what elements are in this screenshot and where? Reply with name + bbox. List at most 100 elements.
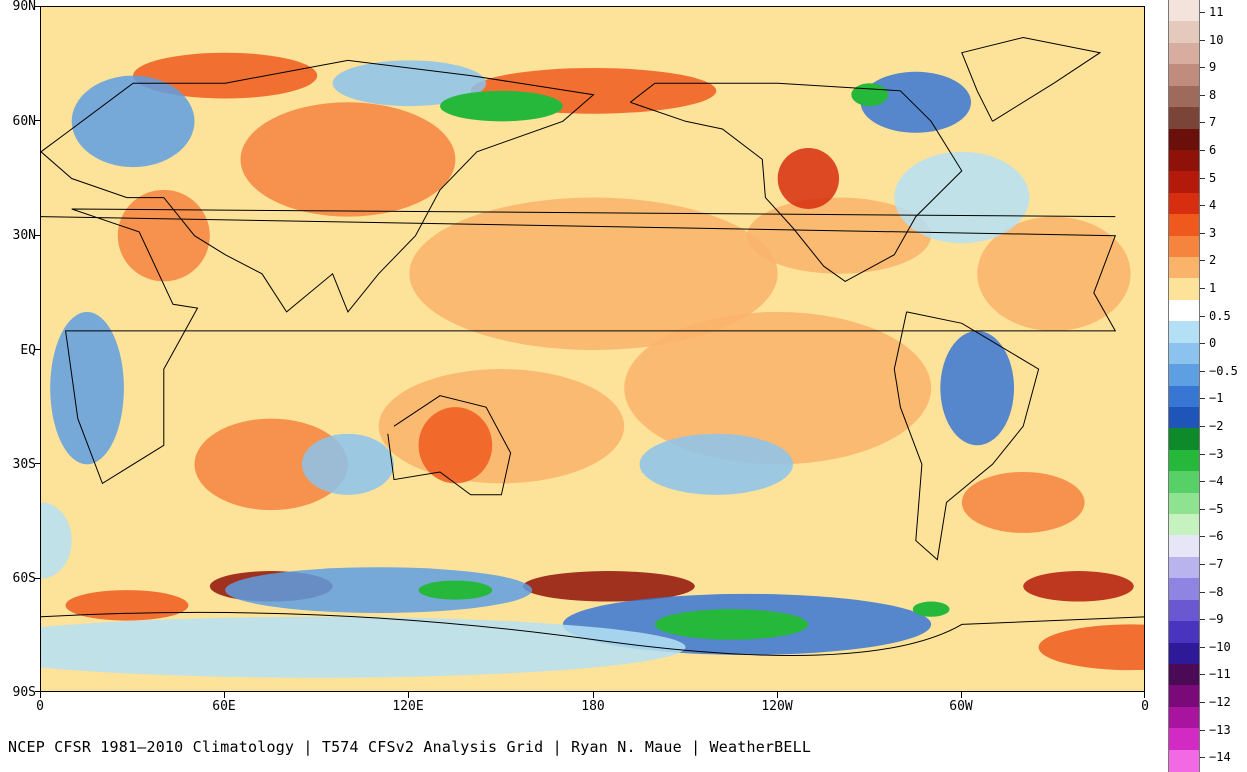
strong-cool-core <box>851 83 889 107</box>
colorbar-tick <box>1200 453 1205 455</box>
antarctic-coastline <box>41 611 1144 656</box>
lat-tick <box>35 6 40 7</box>
colorbar-tick <box>1200 619 1205 621</box>
coastline <box>387 395 512 496</box>
warm-anomaly <box>1023 571 1134 602</box>
colorbar-swatch <box>1168 535 1200 558</box>
lon-tick <box>593 692 594 698</box>
colorbar-tick <box>1200 508 1205 510</box>
colorbar-swatch <box>1168 85 1200 108</box>
colorbar-label: −13 <box>1209 722 1231 737</box>
lat-tick <box>35 349 40 350</box>
colorbar-label: 8 <box>1209 87 1217 102</box>
lon-label-0: 0 <box>36 699 44 714</box>
colorbar-tick <box>1200 757 1205 759</box>
cool-anomaly <box>332 60 487 107</box>
cool-anomaly <box>301 433 394 495</box>
colorbar-label: 11 <box>1209 5 1224 19</box>
colorbar-tick <box>1200 536 1205 538</box>
warm-anomaly <box>378 369 625 484</box>
colorbar-swatch <box>1168 235 1200 258</box>
strong-cool-core <box>418 580 493 600</box>
colorbar-tick <box>1200 39 1205 41</box>
colorbar-tick <box>1200 370 1205 372</box>
colorbar-tick <box>1200 481 1205 483</box>
colorbar-tick <box>1200 591 1205 593</box>
colorbar-tick <box>1200 343 1205 345</box>
colorbar-tick <box>1200 205 1205 207</box>
warm-anomaly <box>418 407 493 484</box>
cool-anomaly <box>225 567 533 613</box>
warm-anomaly <box>117 189 210 282</box>
warm-anomaly <box>977 216 1131 331</box>
colorbar-swatch <box>1168 642 1200 665</box>
strong-cool-core <box>440 90 563 122</box>
lon-tick <box>961 692 962 698</box>
colorbar-label: 5 <box>1209 170 1217 185</box>
coastline <box>41 208 1117 485</box>
coastline <box>961 36 1102 122</box>
lat-label-30s: 30S <box>12 457 36 472</box>
anomaly-map <box>40 6 1145 692</box>
colorbar-swatch <box>1168 342 1200 365</box>
lat-tick <box>35 235 40 236</box>
lat-tick <box>35 578 40 579</box>
colorbar-tick <box>1200 232 1205 234</box>
colorbar-tick <box>1200 398 1205 400</box>
colorbar-swatch <box>1168 42 1200 65</box>
map-field <box>41 7 1144 691</box>
credit-line: NCEP CFSR 1981–2010 Climatology | T574 C… <box>8 738 812 756</box>
lat-tick <box>35 463 40 464</box>
colorbar-swatch <box>1168 21 1200 44</box>
colorbar-tick <box>1200 426 1205 427</box>
colorbar-swatch <box>1168 149 1200 172</box>
colorbar-label: −14 <box>1209 750 1231 765</box>
warm-anomaly <box>240 102 456 217</box>
lat-tick <box>35 691 40 692</box>
cool-anomaly <box>50 311 124 465</box>
colorbar-label: −11 <box>1209 667 1231 682</box>
colorbar-swatch <box>1168 385 1200 408</box>
colorbar-tick <box>1200 315 1205 317</box>
colorbar-label: 3 <box>1209 225 1217 240</box>
colorbar-swatch <box>1168 257 1200 280</box>
colorbar-swatch <box>1168 364 1200 387</box>
colorbar-label: −0.5 <box>1209 363 1238 378</box>
warm-anomaly <box>777 148 840 209</box>
coastline <box>629 82 963 282</box>
warm-anomaly <box>65 590 189 621</box>
cool-anomaly <box>940 330 1015 446</box>
colorbar-label: 6 <box>1209 143 1217 157</box>
colorbar-swatch <box>1168 192 1200 215</box>
colorbar-label: 0.5 <box>1209 308 1231 323</box>
colorbar-tick <box>1200 288 1205 289</box>
colorbar-swatch <box>1168 728 1200 751</box>
colorbar-swatch <box>1168 685 1200 708</box>
coastline <box>41 59 595 313</box>
colorbar-label: −4 <box>1209 474 1224 489</box>
lat-label-90n: 90N <box>12 0 36 14</box>
colorbar-swatch <box>1168 321 1200 344</box>
warm-anomaly <box>133 52 318 99</box>
colorbar-swatch <box>1168 556 1200 579</box>
colorbar-swatch <box>1168 514 1200 537</box>
colorbar-swatch <box>1168 278 1200 301</box>
cool-anomaly <box>41 502 72 579</box>
colorbar-label: 9 <box>1209 60 1217 75</box>
colorbar-swatch <box>1168 621 1200 644</box>
colorbar-tick <box>1200 177 1205 179</box>
strong-cool-core <box>654 609 809 640</box>
colorbar-swatch <box>1168 578 1200 601</box>
lat-label-30n: 30N <box>12 228 36 243</box>
colorbar-swatch <box>1168 471 1200 494</box>
lat-label-eq: EQ <box>20 343 36 358</box>
lon-label-120w: 120W <box>761 699 793 714</box>
colorbar-tick <box>1200 564 1205 565</box>
lon-tick <box>40 692 41 698</box>
colorbar-label: −9 <box>1209 612 1224 627</box>
warm-anomaly <box>522 571 695 602</box>
colorbar-label: 10 <box>1209 32 1224 47</box>
lon-tick <box>1144 692 1145 698</box>
colorbar-tick <box>1200 674 1205 676</box>
colorbar-tick <box>1200 12 1205 13</box>
